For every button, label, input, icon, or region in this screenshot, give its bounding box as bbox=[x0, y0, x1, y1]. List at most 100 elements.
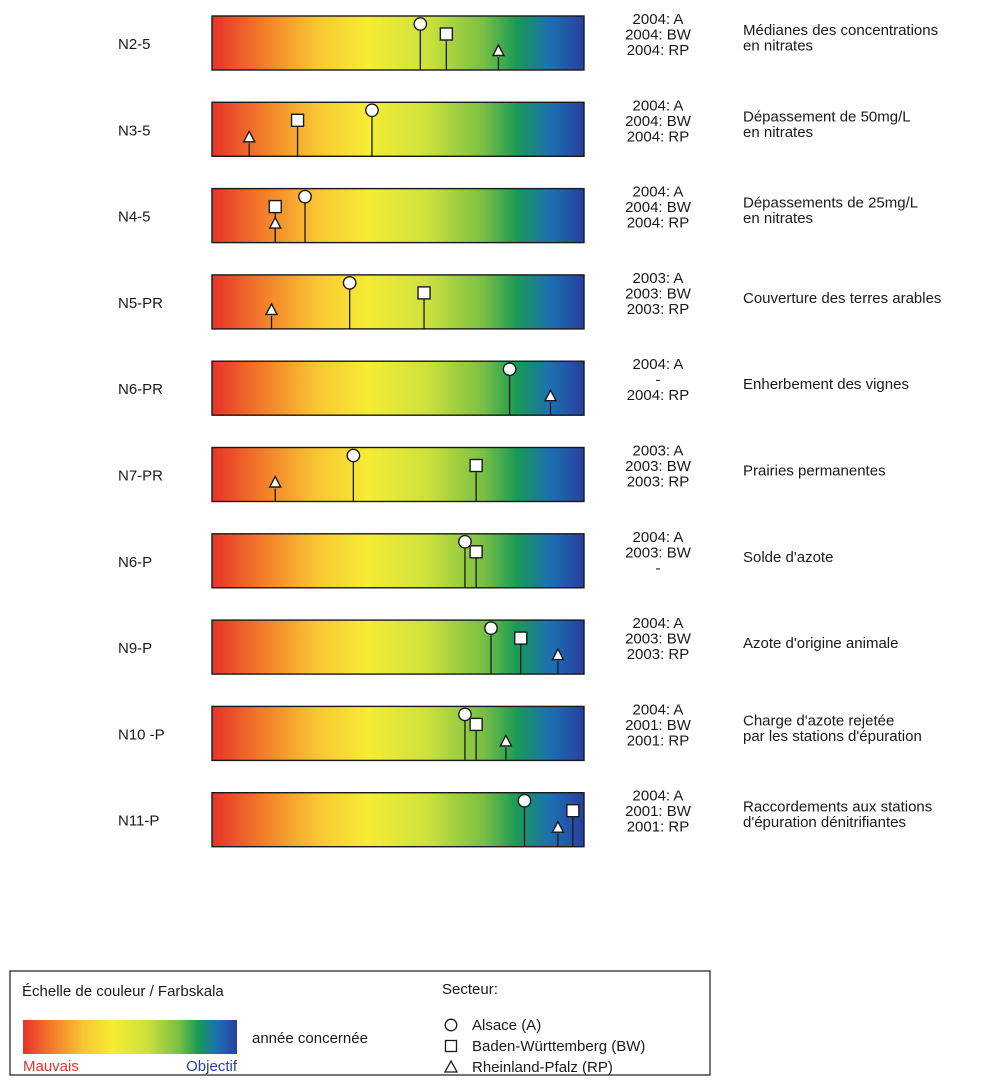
year-label: 2003: RP bbox=[627, 474, 690, 491]
alsace-marker bbox=[298, 189, 312, 204]
year-label: 2004: BW bbox=[625, 27, 692, 44]
year-label: 2004: RP bbox=[627, 128, 690, 145]
legend-year-note: année concernée bbox=[252, 1030, 368, 1047]
indicator-code: N2-5 bbox=[118, 36, 151, 53]
indicator-code: N7-PR bbox=[118, 468, 163, 485]
baden-wurttemberg-marker bbox=[469, 545, 483, 559]
legend-scale-title: Échelle de couleur / Farbskala bbox=[22, 983, 224, 1000]
alsace-marker bbox=[458, 707, 472, 722]
indicator-code: N6-P bbox=[118, 554, 152, 571]
indicator-description: Solde d'azote bbox=[743, 549, 833, 566]
year-label: 2004: A bbox=[633, 701, 684, 718]
baden-wurttemberg-marker bbox=[514, 631, 528, 645]
alsace-marker bbox=[502, 362, 517, 377]
indicator-code: N4-5 bbox=[118, 209, 151, 226]
indicator-description: en nitrates bbox=[743, 210, 813, 227]
year-label: 2004: A bbox=[633, 97, 684, 114]
indicator-description: en nitrates bbox=[743, 38, 813, 55]
color-scale-bar bbox=[211, 187, 585, 244]
year-label: 2004: BW bbox=[625, 199, 692, 216]
year-label: 2003: RP bbox=[627, 646, 690, 663]
indicator-code: N9-P bbox=[118, 640, 152, 657]
indicator-description: Dépassements de 25mg/L bbox=[743, 195, 918, 212]
year-label: 2003: BW bbox=[625, 544, 692, 561]
alsace-marker bbox=[484, 621, 498, 635]
legend-sector-label: Alsace (A) bbox=[472, 1017, 541, 1034]
legend-square-symbol bbox=[444, 1039, 458, 1053]
legend-triangle-symbol bbox=[443, 1059, 459, 1073]
baden-wurttemberg-marker bbox=[439, 27, 454, 41]
year-label: 2003: A bbox=[633, 270, 684, 287]
legend-sector-label: Baden-Württemberg (BW) bbox=[472, 1038, 645, 1055]
rheinland-pfalz-marker bbox=[543, 388, 558, 402]
baden-wurttemberg-marker bbox=[469, 717, 483, 732]
indicator-code: N11-P bbox=[118, 813, 159, 830]
legend-sector-label: Rheinland-Pfalz (RP) bbox=[472, 1059, 613, 1076]
indicator-code: N5-PR bbox=[118, 295, 163, 312]
rheinland-pfalz-marker bbox=[242, 129, 256, 143]
indicator-description: Raccordements aux stations bbox=[743, 799, 932, 816]
rheinland-pfalz-marker bbox=[268, 474, 282, 488]
indicator-description: Enherbement des vignes bbox=[743, 376, 909, 393]
indicator-description: Médianes des concentrations bbox=[743, 22, 938, 39]
year-label: 2003: BW bbox=[625, 285, 692, 302]
indicator-description: Dépassement de 50mg/L bbox=[743, 108, 911, 125]
year-label: 2004: A bbox=[633, 356, 684, 373]
indicator-description: d'épuration dénitrifiantes bbox=[743, 814, 906, 831]
alsace-marker bbox=[517, 793, 532, 808]
baden-wurttemberg-marker bbox=[417, 286, 431, 300]
year-label: 2004: A bbox=[633, 615, 684, 632]
indicator-description: Azote d'origine animale bbox=[743, 635, 898, 652]
rheinland-pfalz-marker bbox=[491, 43, 506, 57]
year-label: 2003: BW bbox=[625, 631, 692, 648]
indicator-description: Couverture des terres arables bbox=[743, 290, 941, 307]
indicator-description: en nitrates bbox=[743, 124, 813, 141]
year-label: 2001: RP bbox=[627, 819, 690, 836]
year-label: 2004: A bbox=[633, 184, 684, 201]
alsace-marker bbox=[365, 103, 379, 118]
alsace-marker bbox=[413, 17, 428, 31]
baden-wurttemberg-marker bbox=[469, 458, 483, 473]
legend-color-scale bbox=[23, 1020, 237, 1054]
baden-wurttemberg-marker bbox=[268, 199, 282, 214]
year-label: 2001: BW bbox=[625, 803, 692, 820]
color-scale-bar bbox=[211, 446, 585, 503]
indicator-description: Charge d'azote rejetée bbox=[743, 712, 894, 729]
indicator-code: N3-5 bbox=[118, 122, 151, 139]
year-label: 2001: RP bbox=[627, 732, 690, 749]
indicator-row: N6-PR 2004: A-2004: RP Enherbement des vig… bbox=[118, 356, 909, 416]
year-label: 2003: RP bbox=[627, 301, 690, 318]
rheinland-pfalz-marker bbox=[264, 302, 279, 316]
color-scale-bar bbox=[211, 360, 585, 416]
alsace-marker bbox=[346, 448, 361, 463]
alsace-marker bbox=[458, 534, 472, 549]
color-scale-bar bbox=[211, 101, 585, 158]
year-label: 2004: A bbox=[633, 529, 684, 546]
color-scale-bar bbox=[211, 15, 585, 71]
color-scale-bar bbox=[211, 619, 585, 675]
rheinland-pfalz-marker bbox=[551, 820, 565, 833]
legend-bad-label: Mauvais bbox=[23, 1058, 79, 1075]
rheinland-pfalz-marker bbox=[268, 216, 282, 229]
baden-wurttemberg-marker bbox=[566, 804, 580, 818]
indicator-description: Prairies permanentes bbox=[743, 463, 886, 480]
color-scale-bar bbox=[211, 705, 585, 762]
legend-sector-title: Secteur: bbox=[442, 981, 498, 998]
rheinland-pfalz-marker bbox=[551, 647, 565, 661]
baden-wurttemberg-marker bbox=[290, 113, 305, 128]
indicator-description: par les stations d'épuration bbox=[743, 728, 922, 745]
year-label: - bbox=[656, 372, 661, 389]
alsace-marker bbox=[342, 275, 357, 290]
indicator-code: N10 -P bbox=[118, 726, 165, 743]
year-label: 2003: A bbox=[633, 443, 684, 460]
legend-goal-label: Objectif bbox=[186, 1058, 238, 1075]
year-label: 2004: RP bbox=[627, 42, 690, 59]
